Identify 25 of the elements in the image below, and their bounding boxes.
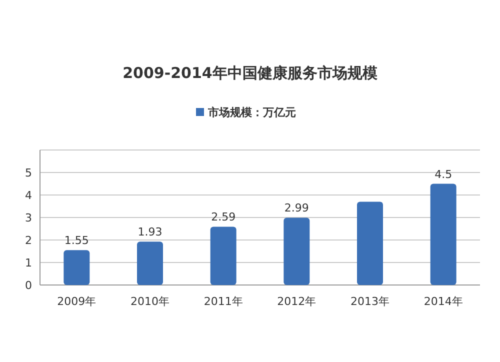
y-tick-label: 5 <box>25 166 32 180</box>
x-tick-label: 2009年 <box>57 295 96 308</box>
y-tick-label: 2 <box>25 234 32 247</box>
y-tick-label: 1 <box>25 256 32 270</box>
y-tick-label: 0 <box>25 279 32 292</box>
y-tick-label: 4 <box>25 189 32 202</box>
x-tick-label: 2014年 <box>424 295 463 308</box>
chart-title: 2009-2014年中国健康服务市场规模 <box>122 64 378 82</box>
data-label: 2.59 <box>211 210 236 224</box>
data-label: 2.99 <box>284 202 309 215</box>
bar <box>137 242 163 285</box>
data-label: 4.5 <box>434 168 452 181</box>
bar <box>357 202 383 285</box>
data-label: 1.55 <box>64 234 89 248</box>
x-tick-label: 2010年 <box>130 295 170 308</box>
data-label: 1.93 <box>138 226 162 239</box>
x-tick-label: 2013年 <box>350 295 390 308</box>
bar <box>64 250 90 285</box>
legend-label: 市场规模：万亿元 <box>207 106 296 119</box>
x-tick-label: 2012年 <box>277 295 316 308</box>
bar <box>284 218 310 285</box>
y-tick-label: 3 <box>25 212 32 224</box>
bar <box>210 226 236 285</box>
x-tick-label: 2011年 <box>204 295 243 308</box>
bar <box>430 184 456 285</box>
